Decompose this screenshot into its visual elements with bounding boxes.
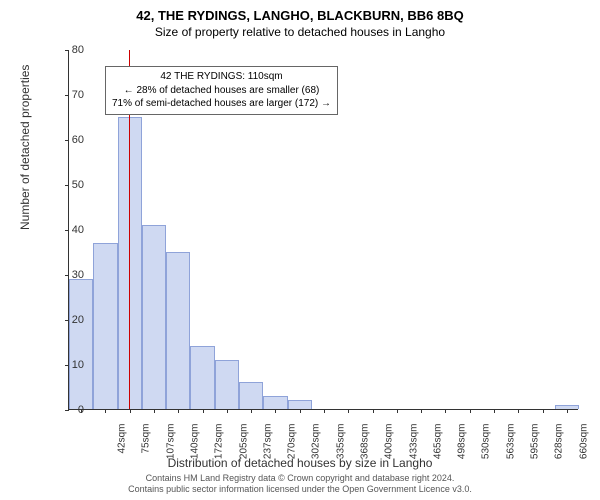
histogram-bar bbox=[69, 279, 93, 410]
xtick-mark bbox=[421, 409, 422, 413]
xtick-mark bbox=[275, 409, 276, 413]
xtick-label: 530sqm bbox=[481, 424, 492, 469]
info-line-3: 71% of semi-detached houses are larger (… bbox=[112, 97, 331, 111]
xtick-label: 660sqm bbox=[578, 424, 589, 469]
page-title: 42, THE RYDINGS, LANGHO, BLACKBURN, BB6 … bbox=[0, 0, 600, 23]
xtick-label: 270sqm bbox=[287, 424, 298, 469]
ytick-label: 10 bbox=[72, 359, 84, 371]
xtick-mark bbox=[543, 409, 544, 413]
y-axis-label: Number of detached properties bbox=[18, 65, 32, 230]
ytick-label: 80 bbox=[72, 44, 84, 56]
footer-attribution: Contains HM Land Registry data © Crown c… bbox=[0, 473, 600, 496]
xtick-label: 205sqm bbox=[238, 424, 249, 469]
xtick-label: 368sqm bbox=[360, 424, 371, 469]
xtick-label: 107sqm bbox=[165, 424, 176, 469]
histogram-bar bbox=[215, 360, 239, 410]
ytick-mark bbox=[65, 275, 69, 276]
ytick-label: 0 bbox=[78, 404, 84, 416]
xtick-mark bbox=[567, 409, 568, 413]
ytick-label: 40 bbox=[72, 224, 84, 236]
ytick-label: 20 bbox=[72, 314, 84, 326]
xtick-label: 335sqm bbox=[335, 424, 346, 469]
xtick-mark bbox=[300, 409, 301, 413]
ytick-mark bbox=[65, 410, 69, 411]
info-box: 42 THE RYDINGS: 110sqm← 28% of detached … bbox=[105, 66, 338, 115]
xtick-mark bbox=[227, 409, 228, 413]
xtick-label: 628sqm bbox=[554, 424, 565, 469]
ytick-mark bbox=[65, 140, 69, 141]
xtick-label: 563sqm bbox=[505, 424, 516, 469]
footer-line-1: Contains HM Land Registry data © Crown c… bbox=[0, 473, 600, 485]
xtick-mark bbox=[518, 409, 519, 413]
histogram-bar bbox=[190, 346, 214, 409]
ytick-label: 50 bbox=[72, 179, 84, 191]
xtick-mark bbox=[178, 409, 179, 413]
ytick-label: 60 bbox=[72, 134, 84, 146]
xtick-mark bbox=[373, 409, 374, 413]
xtick-mark bbox=[397, 409, 398, 413]
ytick-mark bbox=[65, 50, 69, 51]
ytick-mark bbox=[65, 185, 69, 186]
xtick-mark bbox=[445, 409, 446, 413]
xtick-label: 595sqm bbox=[530, 424, 541, 469]
xtick-label: 498sqm bbox=[457, 424, 468, 469]
page-subtitle: Size of property relative to detached ho… bbox=[0, 23, 600, 39]
ytick-label: 30 bbox=[72, 269, 84, 281]
xtick-label: 237sqm bbox=[262, 424, 273, 469]
xtick-mark bbox=[105, 409, 106, 413]
xtick-mark bbox=[470, 409, 471, 413]
chart-area: 42 THE RYDINGS: 110sqm← 28% of detached … bbox=[68, 50, 578, 410]
xtick-mark bbox=[324, 409, 325, 413]
xtick-mark bbox=[494, 409, 495, 413]
plot-frame: 42 THE RYDINGS: 110sqm← 28% of detached … bbox=[68, 50, 578, 410]
histogram-bar bbox=[142, 225, 166, 410]
xtick-mark bbox=[203, 409, 204, 413]
histogram-bar bbox=[263, 396, 287, 410]
histogram-bar bbox=[239, 382, 263, 409]
xtick-label: 42sqm bbox=[117, 424, 128, 469]
histogram-bar bbox=[288, 400, 312, 409]
xtick-mark bbox=[348, 409, 349, 413]
xtick-label: 433sqm bbox=[408, 424, 419, 469]
histogram-bar bbox=[166, 252, 190, 410]
footer-line-2: Contains public sector information licen… bbox=[0, 484, 600, 496]
xtick-mark bbox=[251, 409, 252, 413]
xtick-label: 465sqm bbox=[432, 424, 443, 469]
info-line-2: ← 28% of detached houses are smaller (68… bbox=[112, 84, 331, 98]
xtick-mark bbox=[154, 409, 155, 413]
xtick-label: 400sqm bbox=[384, 424, 395, 469]
ytick-mark bbox=[65, 230, 69, 231]
histogram-bar bbox=[93, 243, 117, 410]
info-line-1: 42 THE RYDINGS: 110sqm bbox=[112, 70, 331, 84]
ytick-mark bbox=[65, 95, 69, 96]
xtick-mark bbox=[130, 409, 131, 413]
xtick-label: 140sqm bbox=[190, 424, 201, 469]
xtick-label: 75sqm bbox=[141, 424, 152, 469]
xtick-label: 302sqm bbox=[311, 424, 322, 469]
xtick-label: 172sqm bbox=[214, 424, 225, 469]
ytick-label: 70 bbox=[72, 89, 84, 101]
